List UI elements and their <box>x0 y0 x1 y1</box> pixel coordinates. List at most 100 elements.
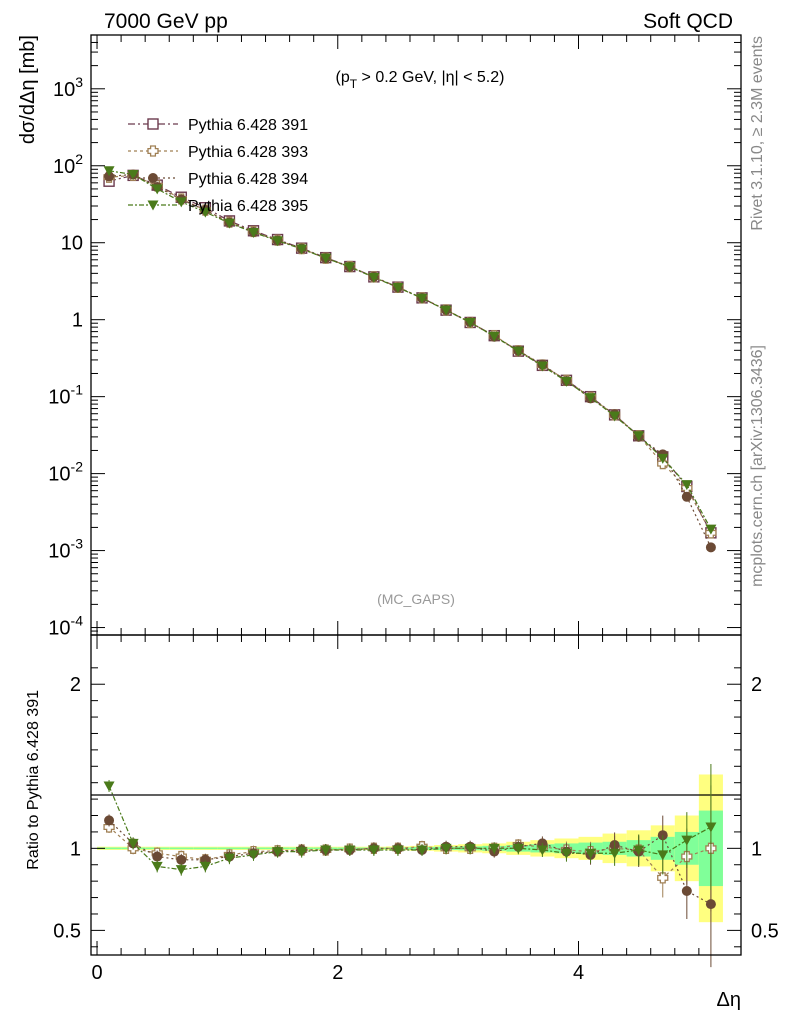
ratio-data-point <box>296 847 308 858</box>
ratio-data-point <box>705 822 717 833</box>
y-tick-label: 10-1 <box>48 382 83 409</box>
data-point <box>657 453 669 464</box>
legend-marker <box>147 118 159 130</box>
data-point <box>175 197 187 208</box>
ratio-data-point <box>199 861 211 872</box>
data-point <box>633 431 645 442</box>
ratio-y-tick-label-left: 1 <box>70 838 81 860</box>
data-point <box>320 253 332 264</box>
ratio-data-point <box>681 835 693 846</box>
y-tick-exponent: -3 <box>71 536 84 552</box>
series-line <box>109 173 712 548</box>
data-point <box>248 227 259 238</box>
y-tick-label: 10-3 <box>48 536 83 563</box>
series-pythia-6-428-394 <box>104 169 716 553</box>
legend-label: Pythia 6.428 393 <box>188 144 308 161</box>
y-tick-base: 10 <box>53 156 75 178</box>
ratio-data-point <box>560 848 572 859</box>
series-pythia-6-428-395 <box>103 166 717 535</box>
ratio-data-point <box>512 843 524 854</box>
data-point <box>127 169 139 180</box>
y-tick-label: 103 <box>53 74 83 101</box>
ratio-data-point <box>344 845 356 856</box>
data-point <box>536 361 548 372</box>
ratio-series-group <box>103 764 717 968</box>
y-tick-base: 10 <box>48 464 70 486</box>
data-point <box>585 393 597 404</box>
header-left: 7000 GeV pp <box>104 10 228 33</box>
data-point <box>681 491 692 502</box>
data-point <box>272 236 284 247</box>
ratio-frame <box>90 634 742 956</box>
legend-label: Pythia 6.428 391 <box>188 117 308 134</box>
data-point <box>416 293 428 304</box>
y-tick-label: 102 <box>53 151 83 178</box>
series-line <box>108 170 712 530</box>
uncertainty-band-green <box>217 847 242 850</box>
mcplots-label: mcplots.cern.ch [arXiv:1306.3436] <box>749 345 766 587</box>
ratio-xlabel: Δη <box>717 989 741 1011</box>
y-tick-base: 10 <box>48 618 70 640</box>
y-tick-label: 10-4 <box>48 613 83 640</box>
series-pythia-6-428-391 <box>103 169 717 539</box>
series-line <box>109 174 712 534</box>
x-tick-label: 0 <box>91 962 102 984</box>
ratio-data-point <box>176 854 187 865</box>
main-series-group <box>103 166 717 553</box>
ratio-data-point <box>392 845 404 856</box>
annotation-sub: T <box>350 77 358 91</box>
y-tick-base: 10 <box>48 541 70 563</box>
data-point <box>392 282 404 293</box>
ratio-bands <box>97 774 723 923</box>
data-point <box>223 218 235 229</box>
data-point <box>103 166 115 177</box>
ratio-data-point <box>657 830 668 841</box>
legend-marker <box>147 145 159 157</box>
header-right: Soft QCD <box>643 10 733 33</box>
data-point <box>488 331 500 342</box>
y-tick-exponent: 3 <box>75 74 83 90</box>
uncertainty-band-green <box>193 847 218 850</box>
data-point <box>681 480 693 491</box>
ratio-ylabel: Ratio to Pythia 6.428 391 <box>25 690 42 870</box>
y-tick-base: 10 <box>53 79 75 101</box>
data-point <box>368 272 380 283</box>
rivet-label: Rivet 3.1.10, ≥ 2.3M events <box>749 36 766 231</box>
annotation-rest: > 0.2 GeV, |η| < 5.2) <box>357 69 504 86</box>
data-point <box>560 376 572 387</box>
uncertainty-band-green <box>97 847 122 850</box>
ratio-axis-ticks: 0.5 0.5 1 1 2 2 0 2 4 <box>53 635 779 984</box>
main-panel: dσ/dΔη [mb] (pT > 0.2 GeV, |η| < 5.2) (M… <box>17 34 742 640</box>
ratio-data-point <box>248 850 259 861</box>
ratio-data-point <box>151 861 163 872</box>
y-tick-exponent: 2 <box>75 151 83 167</box>
legend-marker <box>147 200 159 211</box>
ratio-panel: 0.5 0.51 12 20 2 4 Ratio to Pythia 6.428 391 … <box>25 634 779 1011</box>
ratio-y-tick-label-right: 2 <box>751 674 762 696</box>
ratio-data-point <box>488 843 500 854</box>
ratio-data-point <box>368 845 380 856</box>
y-tick-base: 10 <box>48 387 70 409</box>
ratio-data-point <box>609 848 621 859</box>
watermark: (MC_GAPS) <box>377 591 455 607</box>
ratio-data-point <box>536 845 548 856</box>
ratio-data-point <box>272 847 284 858</box>
legend-label: Pythia 6.428 394 <box>188 171 308 188</box>
ratio-y-tick-label-right: 1 <box>751 838 762 860</box>
ratio-data-point <box>464 843 476 854</box>
legend-marker <box>148 173 158 183</box>
legend-label: Pythia 6.428 395 <box>188 198 308 215</box>
x-tick-label: 2 <box>332 962 343 984</box>
data-point <box>440 305 452 316</box>
ratio-y-tick-label-right: 0.5 <box>751 920 779 942</box>
data-point <box>199 207 211 218</box>
y-tick-exponent: -4 <box>71 613 84 629</box>
data-point <box>512 346 524 357</box>
data-point <box>609 411 621 422</box>
data-point <box>344 262 356 273</box>
main-ylabel: dσ/dΔη [mb] <box>17 35 39 144</box>
data-point <box>464 317 476 328</box>
y-tick-label: 1 <box>72 310 83 332</box>
